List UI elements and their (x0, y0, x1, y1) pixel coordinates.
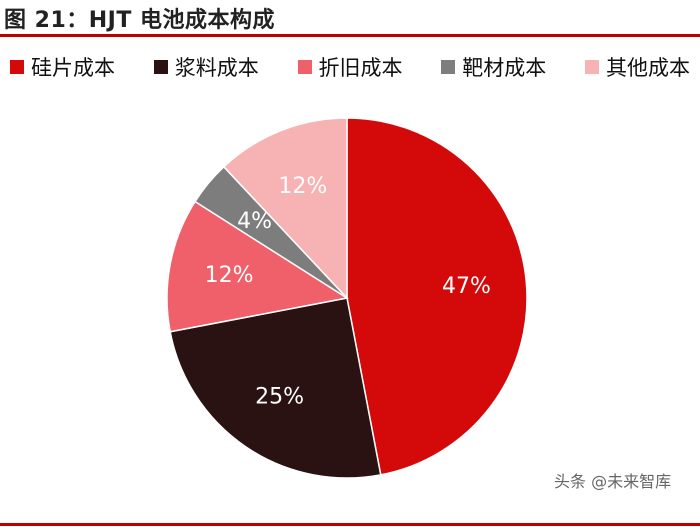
legend-swatch (441, 60, 456, 74)
bottom-divider (0, 523, 700, 526)
figure-title: 图 21：HJT 电池成本构成 (4, 8, 276, 33)
pie-slice-0 (346, 117, 528, 476)
legend-item-target: 靶材成本 (441, 52, 546, 82)
watermark-text: 头条 @未来智库 (554, 472, 672, 491)
legend-item-depreciation: 折旧成本 (297, 52, 403, 82)
slice-data-label: 12% (278, 174, 327, 199)
watermark: 头条 @未来智库 (554, 468, 671, 492)
pie-slice-2 (166, 200, 350, 333)
legend-label: 折旧成本 (318, 56, 403, 80)
pie-slice-4 (222, 117, 348, 300)
slice-data-label: 47% (442, 274, 491, 299)
legend-label: 浆料成本 (174, 56, 259, 80)
slice-data-label: 12% (205, 263, 254, 288)
legend-item-paste: 浆料成本 (153, 52, 259, 82)
chart-legend: 硅片成本 浆料成本 折旧成本 靶材成本 其他成本 (10, 52, 690, 82)
legend-label: 其他成本 (606, 56, 690, 80)
legend-swatch (297, 60, 312, 74)
legend-item-silicon: 硅片成本 (10, 52, 115, 82)
pie-chart: 47%25%12%4%12% (166, 117, 528, 479)
legend-label: 硅片成本 (31, 56, 115, 80)
legend-label: 靶材成本 (462, 56, 547, 80)
legend-swatch (10, 60, 24, 74)
legend-swatch (153, 60, 168, 74)
legend-swatch (585, 60, 599, 74)
slice-data-label: 25% (255, 385, 304, 410)
slice-data-label: 4% (237, 209, 272, 234)
title-divider (0, 34, 700, 37)
legend-item-other: 其他成本 (585, 52, 690, 82)
pie-slice-1 (169, 297, 382, 479)
